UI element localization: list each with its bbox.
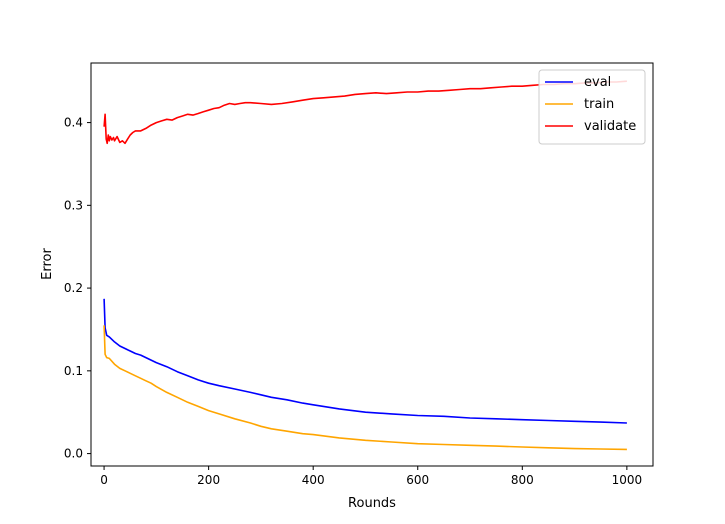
y-axis: 0.0 0.1 0.2 0.3 0.4 — [64, 116, 91, 461]
legend-label-eval: eval — [584, 75, 611, 90]
y-tick-label: 0.1 — [64, 364, 83, 378]
y-tick-label: 0.0 — [64, 447, 83, 461]
y-tick-label: 0.2 — [64, 281, 83, 295]
plot-frame — [90, 62, 654, 467]
x-tick-label: 0 — [100, 473, 108, 487]
x-tick-label: 200 — [197, 473, 220, 487]
x-axis-label: Rounds — [348, 496, 396, 511]
x-tick-label: 800 — [511, 473, 534, 487]
legend-label-train: train — [584, 97, 614, 112]
series-line-validate — [103, 80, 627, 145]
y-tick-label: 0.4 — [64, 116, 83, 130]
series-layer — [103, 80, 627, 451]
x-tick-label: 600 — [406, 473, 429, 487]
y-tick-label: 0.3 — [64, 198, 83, 212]
series-line-train — [103, 325, 627, 451]
x-tick-label: 1000 — [612, 473, 643, 487]
y-axis-label: Error — [40, 248, 55, 280]
series-line-eval — [103, 298, 627, 424]
legend: eval train validate — [538, 69, 646, 145]
x-tick-label: 400 — [302, 473, 325, 487]
x-axis: 0 200 400 600 800 1000 — [100, 466, 642, 487]
legend-label-validate: validate — [584, 119, 636, 134]
